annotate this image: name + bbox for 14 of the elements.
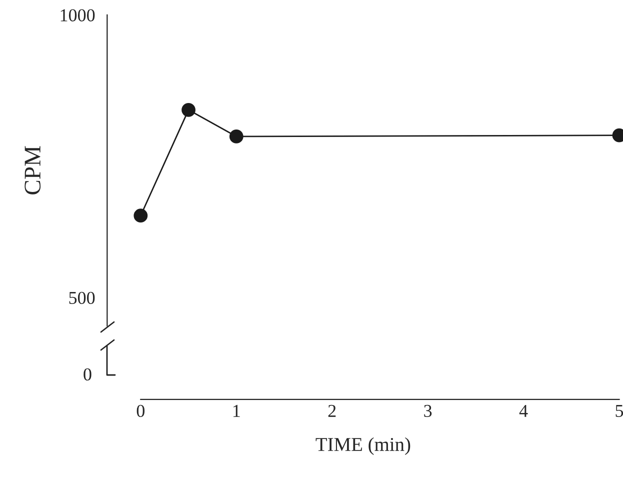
text: 0	[84, 368, 92, 381]
y-tick-label: 1000	[60, 9, 95, 22]
x-axis-title: TIME (min)	[316, 437, 410, 455]
x-tick-label: 0	[136, 404, 144, 418]
point	[182, 102, 196, 117]
x-tick-label: 3	[424, 404, 432, 418]
x-tick-label: 5	[616, 405, 623, 418]
point	[134, 208, 148, 223]
x-tick-label: 2	[328, 404, 336, 417]
x-tick-label: 1	[233, 404, 240, 417]
y-axis-title: CPM	[24, 146, 41, 194]
y-tick-label: 500	[69, 292, 95, 304]
x-tick-label: 4	[519, 404, 528, 417]
point	[229, 130, 244, 144]
